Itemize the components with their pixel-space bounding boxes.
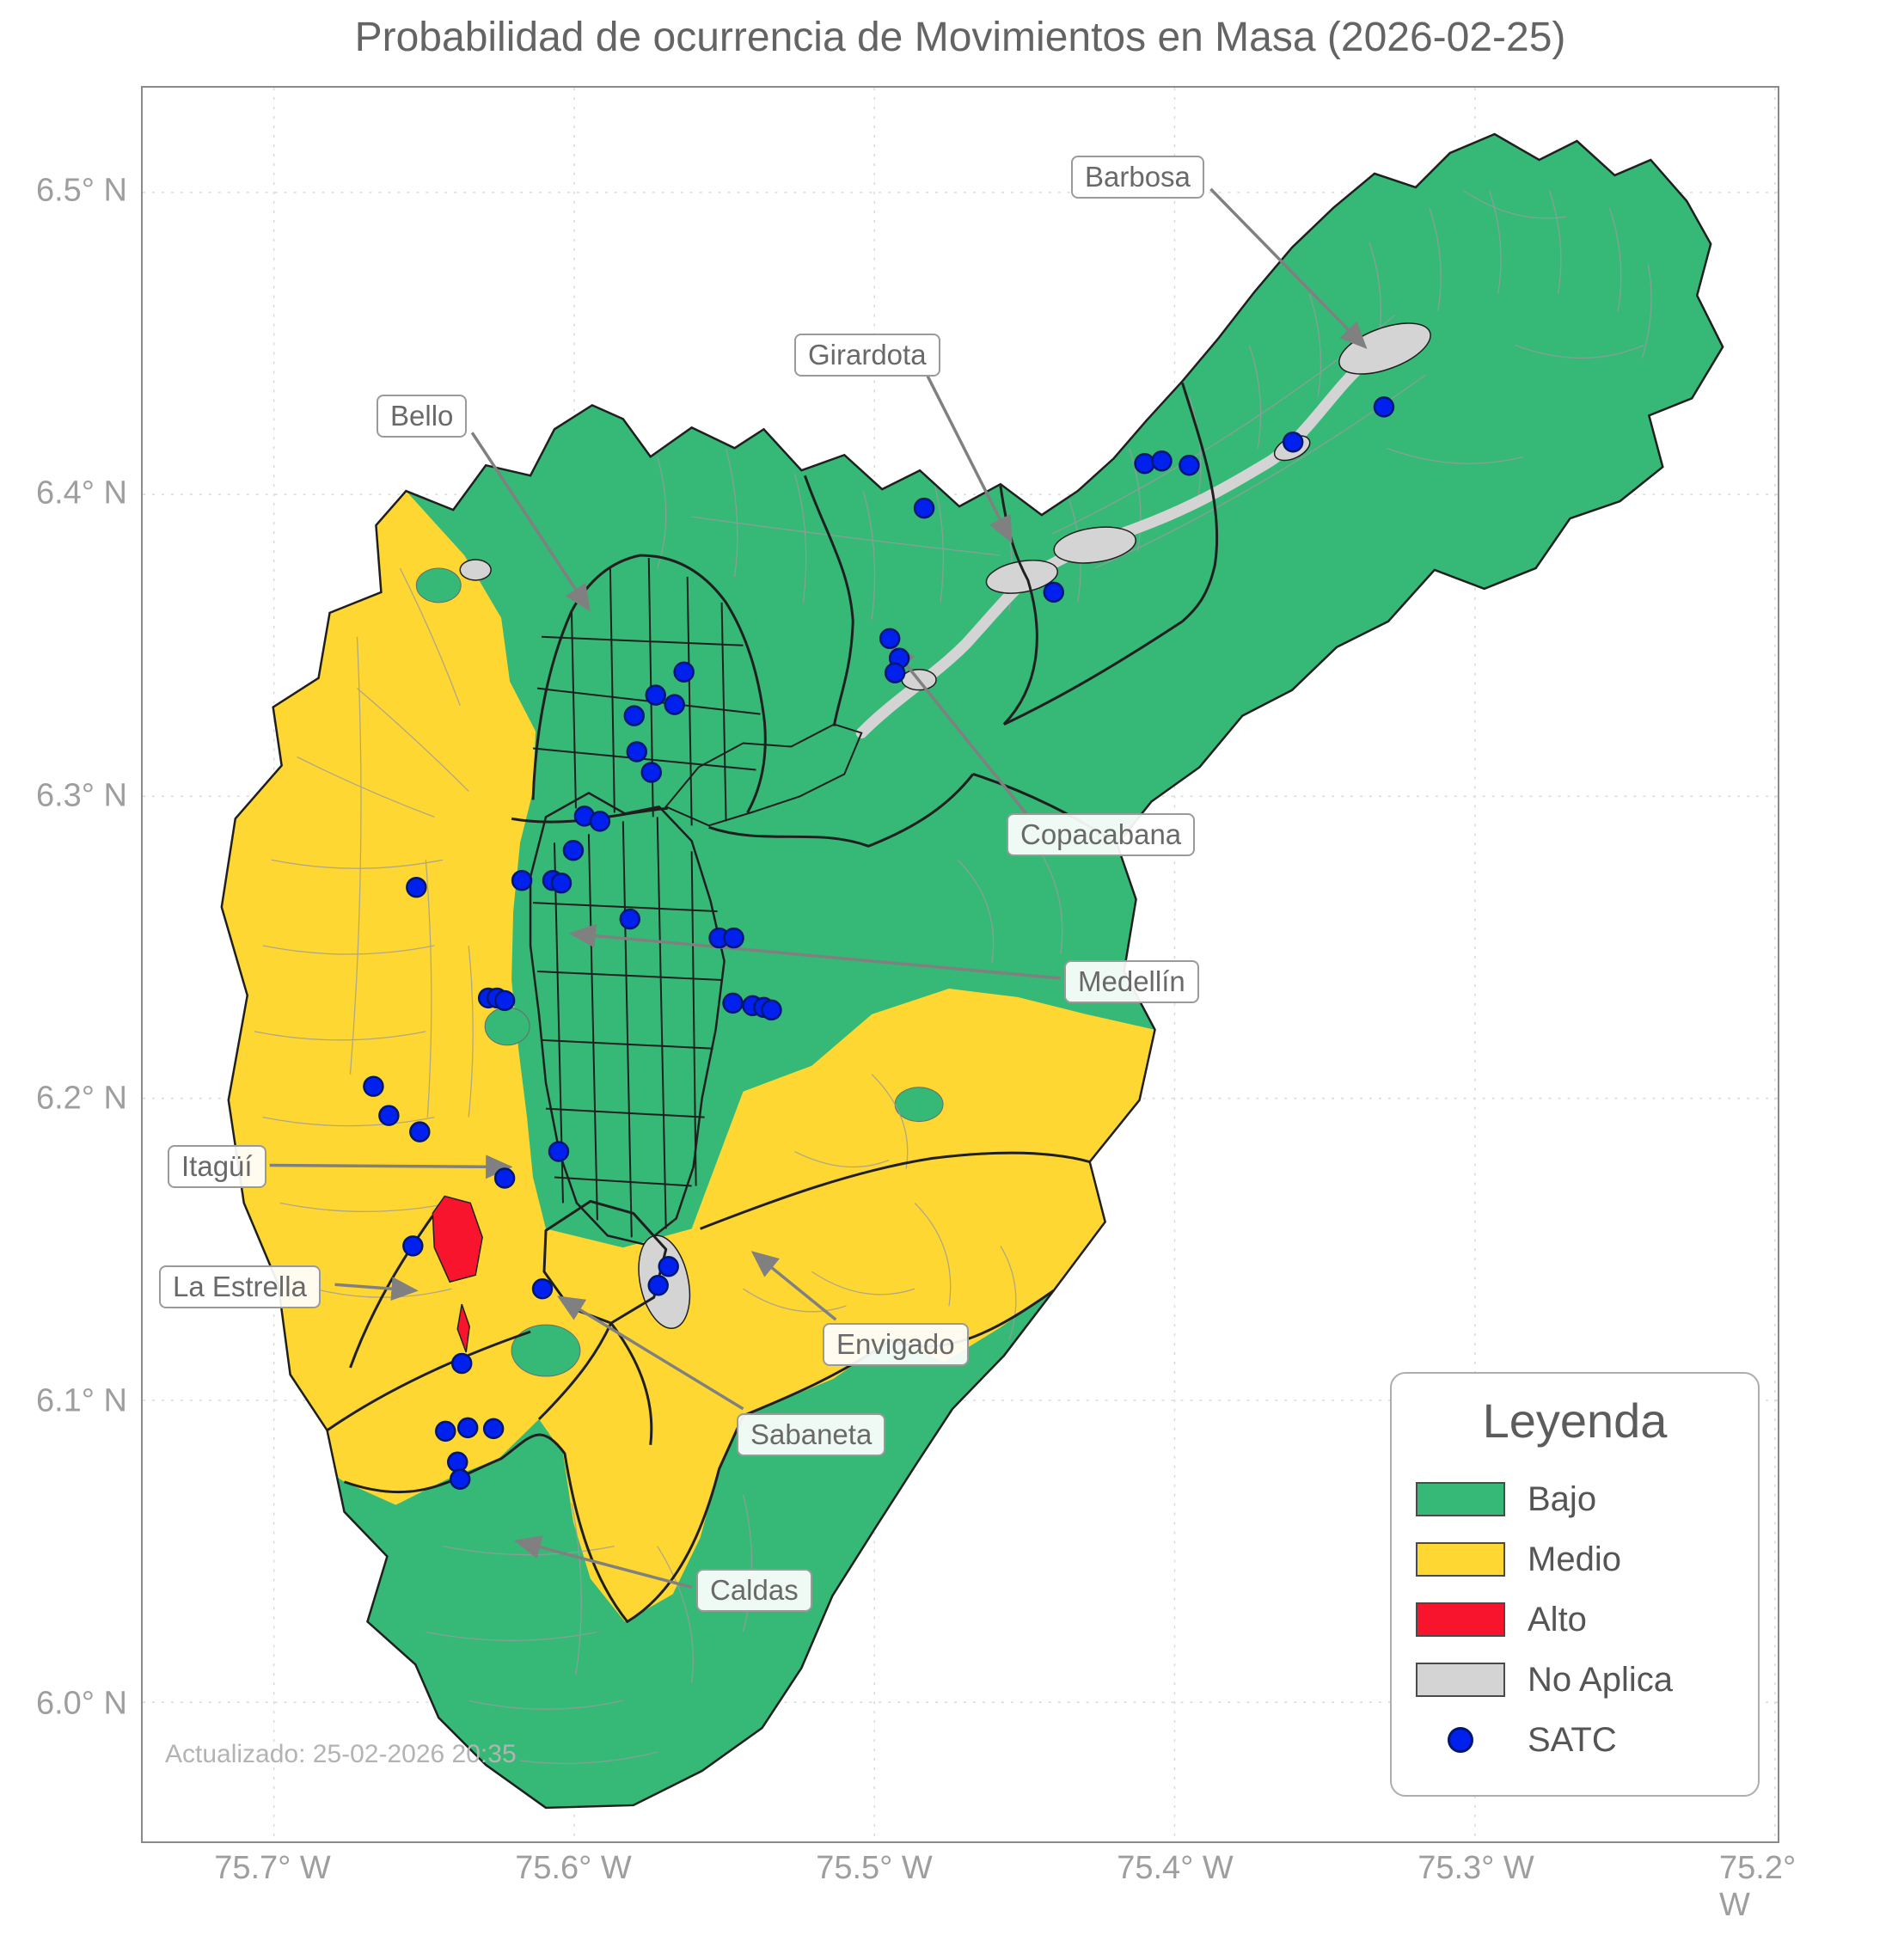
y-tick-6-0n: 6.0° N (35, 1685, 127, 1722)
urban-spot (459, 559, 492, 581)
legend-swatch-medio (1416, 1542, 1505, 1577)
annotation-arrow-copacabana (888, 643, 1028, 815)
satc-point (1134, 453, 1155, 475)
satc-point (626, 741, 648, 763)
region-bajo-island (484, 1007, 530, 1046)
legend-swatch-alto (1416, 1602, 1505, 1637)
annotation-arrow-la-estrella (334, 1277, 419, 1302)
satc-point (363, 1075, 384, 1097)
satc-point (550, 872, 572, 894)
satc-point (664, 694, 685, 715)
satc-point (884, 662, 906, 683)
region-alto (432, 1195, 483, 1353)
legend-satc-dot-icon (1448, 1727, 1473, 1753)
satc-point (409, 1121, 431, 1142)
satc-point (562, 840, 585, 861)
satc-point (640, 762, 662, 783)
urban-barbosa (1338, 322, 1431, 375)
satc-point (722, 992, 744, 1014)
satc-point (447, 1451, 468, 1473)
x-tick-75-4w: 75.4° W (1117, 1850, 1234, 1886)
satc-point (482, 1418, 505, 1440)
legend-swatch-no-aplica (1416, 1663, 1505, 1697)
satc-point (723, 927, 744, 949)
y-tick-6-5n: 6.5° N (35, 172, 127, 209)
annotation-arrow-itagui (269, 1155, 513, 1179)
legend: Leyenda Bajo Medio Alto No Aplica SATC (1390, 1372, 1760, 1797)
satc-point (493, 1167, 516, 1189)
satc-point (450, 1352, 473, 1375)
satc-point (493, 989, 516, 1012)
satc-point (761, 999, 782, 1021)
legend-label-alto: Alto (1528, 1600, 1587, 1638)
satc-point (449, 1468, 471, 1490)
satc-point (1179, 454, 1200, 476)
legend-row-satc: SATC (1416, 1710, 1734, 1770)
legend-row-alto: Alto (1416, 1589, 1734, 1650)
legend-row-bajo: Bajo (1416, 1469, 1734, 1529)
satc-point (511, 869, 533, 891)
urban-bello (664, 723, 863, 827)
satc-point (589, 811, 611, 832)
satc-point (402, 1235, 424, 1257)
legend-title: Leyenda (1482, 1393, 1668, 1448)
legend-label-bajo: Bajo (1528, 1479, 1597, 1518)
annotation-arrows (269, 187, 1368, 1589)
annotation-arrow-caldas (513, 1535, 693, 1589)
satc-points (363, 396, 1395, 1490)
annotation-arrow-barbosa (1209, 187, 1368, 350)
y-tick-6-3n: 6.3° N (35, 777, 127, 814)
legend-row-medio: Medio (1416, 1529, 1734, 1589)
satc-point (1151, 450, 1173, 472)
region-bajo-island (415, 567, 462, 603)
region-no-aplica (459, 322, 1431, 1329)
annotation-arrow-bello (470, 432, 591, 612)
satc-point (406, 876, 427, 898)
y-tick-6-1n: 6.1° N (35, 1382, 127, 1419)
urban-girardota (1053, 526, 1136, 564)
satc-point (1373, 396, 1395, 418)
satc-point (456, 1417, 479, 1439)
satc-point (647, 1274, 669, 1296)
legend-row-no-aplica: No Aplica (1416, 1650, 1734, 1710)
legend-label-no-aplica: No Aplica (1528, 1660, 1673, 1699)
satc-point (879, 628, 901, 650)
y-tick-6-2n: 6.2° N (35, 1080, 127, 1117)
satc-point (673, 661, 695, 683)
satc-point (1282, 432, 1304, 453)
plot-area: Barbosa Girardota Bello Copacabana Medellín I… (141, 86, 1779, 1843)
urban-medellin (529, 791, 726, 1246)
satc-point (378, 1105, 400, 1126)
x-tick-75-6w: 75.6° W (515, 1850, 632, 1886)
satc-point (658, 1256, 679, 1277)
updated-timestamp: Actualizado: 25-02-2026 20:35 (165, 1740, 517, 1768)
satc-point (531, 1277, 554, 1300)
satc-point (623, 705, 646, 726)
legend-label-satc: SATC (1528, 1720, 1617, 1759)
x-tick-75-5w: 75.5° W (816, 1850, 933, 1886)
x-tick-75-3w: 75.3° W (1417, 1850, 1534, 1886)
annotation-arrow-envigado (750, 1251, 837, 1321)
y-tick-6-4n: 6.4° N (35, 475, 127, 511)
satc-point (913, 497, 935, 519)
satc-point (645, 684, 666, 706)
legend-swatch-bajo (1416, 1482, 1505, 1516)
x-tick-75-2w: 75.2° W (1719, 1850, 1797, 1923)
annotation-arrow-sabaneta (556, 1295, 744, 1411)
map-title: Probabilidad de ocurrencia de Movimiento… (354, 15, 1566, 60)
region-bajo-island (894, 1087, 944, 1123)
satc-point (548, 1141, 570, 1162)
annotation-arrow-girardota (926, 375, 1013, 544)
satc-point (619, 908, 641, 930)
vereda-borders (254, 190, 1652, 1765)
satc-point (1043, 581, 1064, 603)
annotation-arrow-medellin (568, 923, 1061, 980)
x-tick-75-7w: 75.7° W (214, 1850, 331, 1886)
legend-label-medio: Medio (1528, 1540, 1621, 1578)
region-bajo-island (511, 1324, 581, 1377)
satc-point (435, 1420, 456, 1442)
